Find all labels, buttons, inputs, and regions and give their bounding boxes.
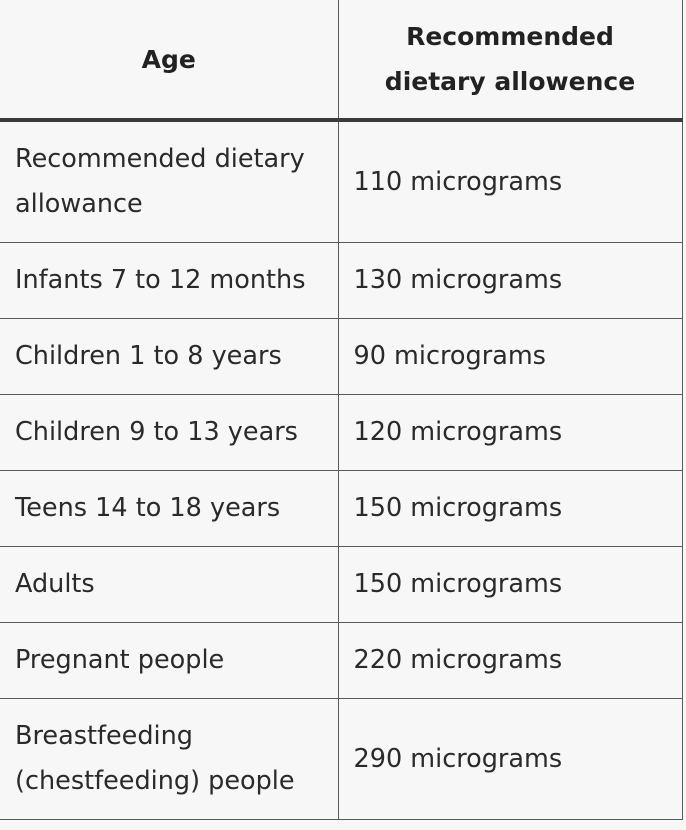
cell-age: Children 1 to 8 years <box>0 318 339 395</box>
cell-age: Children 9 to 13 years <box>0 394 339 471</box>
table-row: Pregnant people 220 micrograms <box>0 622 683 699</box>
cell-age: Teens 14 to 18 years <box>0 470 339 547</box>
table-row: Adults 150 micrograms <box>0 546 683 623</box>
table-row: Infants 7 to 12 months 130 micrograms <box>0 242 683 319</box>
cell-rda: 130 micrograms <box>338 242 683 319</box>
cell-age: Pregnant people <box>0 622 339 699</box>
cell-rda: 290 micrograms <box>338 698 683 820</box>
table-body: Recommended dietary allowance 110 microg… <box>0 120 683 820</box>
table-row: Teens 14 to 18 years 150 micrograms <box>0 470 683 547</box>
cell-rda: 150 micrograms <box>338 546 683 623</box>
table-row: Breastfeeding (chestfeeding) people 290 … <box>0 698 683 820</box>
cell-rda: 90 micrograms <box>338 318 683 395</box>
table-header: Age Recommended dietary allowence <box>0 0 683 122</box>
header-age: Age <box>0 0 339 122</box>
cell-age: Recommended dietary allowance <box>0 120 339 243</box>
cell-age: Infants 7 to 12 months <box>0 242 339 319</box>
header-row: Age Recommended dietary allowence <box>0 0 683 122</box>
table-row: Recommended dietary allowance 110 microg… <box>0 120 683 243</box>
cell-age: Adults <box>0 546 339 623</box>
cell-age: Breastfeeding (chestfeeding) people <box>0 698 339 820</box>
cell-rda: 110 micrograms <box>338 120 683 243</box>
table-row: Children 9 to 13 years 120 micrograms <box>0 394 683 471</box>
cell-rda: 150 micrograms <box>338 470 683 547</box>
table-row: Children 1 to 8 years 90 micrograms <box>0 318 683 395</box>
header-rda: Recommended dietary allowence <box>338 0 683 122</box>
cell-rda: 220 micrograms <box>338 622 683 699</box>
cell-rda: 120 micrograms <box>338 394 683 471</box>
